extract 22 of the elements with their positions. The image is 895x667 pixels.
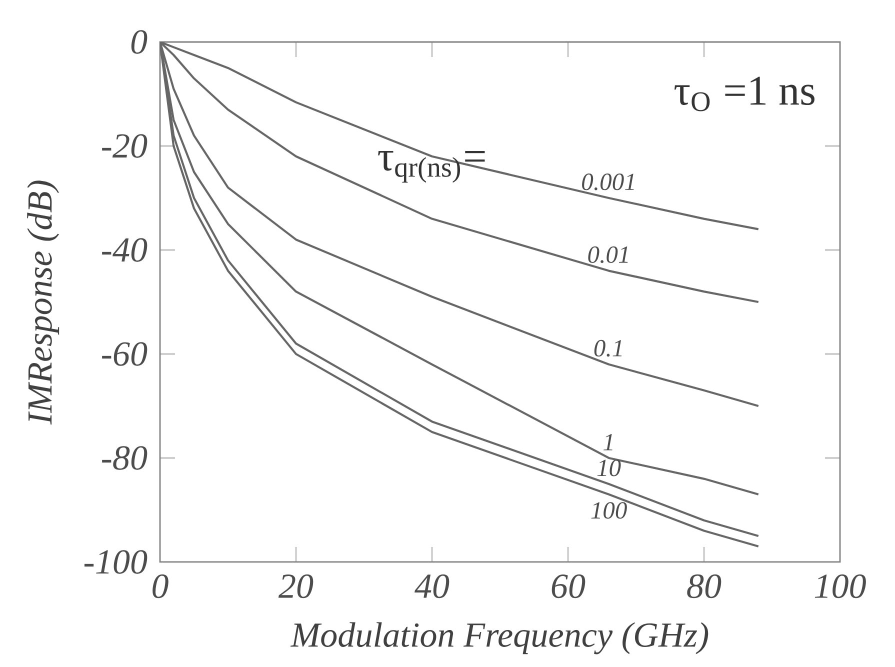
y-tick-label: -20: [102, 134, 148, 158]
x-tick-label: 60: [552, 574, 586, 598]
series-label: 0.001: [582, 174, 634, 190]
x-tick-label: 100: [814, 574, 866, 598]
x-tick-label: 80: [687, 574, 722, 598]
x-axis-title: Modulation Frequency (GHz): [290, 622, 708, 654]
x-tick-label: 20: [278, 574, 314, 598]
y-axis-title: IMResponse (dB): [27, 180, 60, 425]
series-label: 0.01: [588, 246, 628, 264]
series-label: 10: [597, 460, 621, 476]
series-label: 0.1: [594, 340, 622, 357]
y-tick-label: -100: [84, 550, 148, 574]
series-label: 1: [604, 434, 612, 450]
annotation: τ$_{qr(ns)}$=: [378, 150, 485, 183]
annotation: τ$_{O}$ =1 ns: [674, 76, 814, 112]
y-tick-label: -80: [102, 446, 148, 470]
series-label: 100: [591, 502, 627, 519]
y-tick-label: -40: [102, 238, 148, 262]
y-tick-label: 0: [131, 30, 148, 54]
x-tick-label: 40: [414, 574, 450, 598]
x-tick-label: 0: [152, 574, 168, 598]
y-tick-label: -60: [102, 342, 148, 366]
